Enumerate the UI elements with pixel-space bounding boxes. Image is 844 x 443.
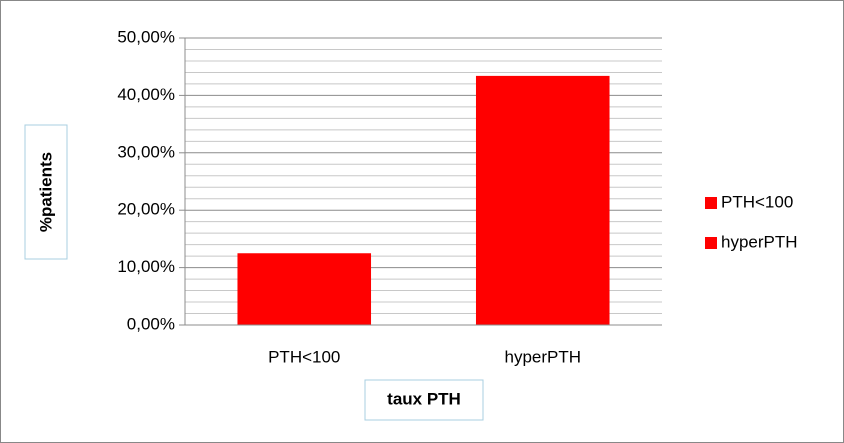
y-tick-label: 50,00% bbox=[117, 27, 175, 46]
x-tick-label: hyperPTH bbox=[504, 347, 581, 366]
legend-swatch bbox=[705, 237, 717, 249]
y-axis-label: %patients bbox=[36, 152, 55, 232]
legend-label: hyperPTH bbox=[721, 232, 798, 251]
y-tick-label: 0,00% bbox=[127, 314, 175, 333]
x-tick-label: PTH<100 bbox=[268, 347, 340, 366]
legend-swatch bbox=[705, 197, 717, 209]
y-tick-label: 10,00% bbox=[117, 257, 175, 276]
x-axis-label: taux PTH bbox=[387, 389, 461, 408]
x-label-box bbox=[364, 379, 484, 421]
legend-label: PTH<100 bbox=[721, 192, 793, 211]
y-tick-label: 30,00% bbox=[117, 142, 175, 161]
y-tick-label: 40,00% bbox=[117, 85, 175, 104]
bar bbox=[237, 253, 372, 325]
y-label-box bbox=[24, 124, 68, 260]
bar bbox=[475, 75, 610, 325]
y-tick-label: 20,00% bbox=[117, 200, 175, 219]
